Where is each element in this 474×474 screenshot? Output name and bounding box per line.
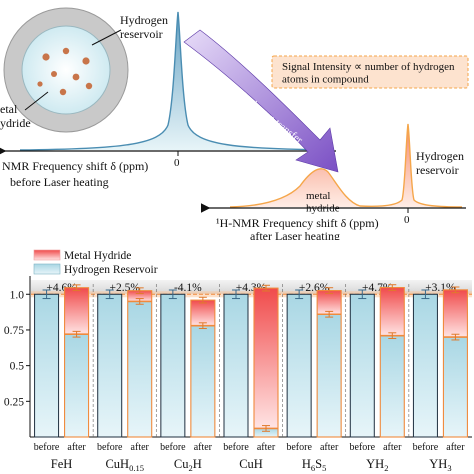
bar-label-before: before <box>34 442 60 453</box>
axis-after-label: ¹H-NMR Frequency shift δ (ppm) <box>216 216 379 230</box>
bar-label-after: after <box>320 442 339 453</box>
y-tick-label: 0.25 <box>4 396 24 408</box>
reference-band <box>31 291 472 298</box>
bar-after-reservoir <box>127 301 152 437</box>
bar-before <box>286 293 312 438</box>
axis-after-caption: after Laser heating <box>250 229 340 240</box>
bar-after-metal-hydride <box>443 289 468 338</box>
bar-after-metal-hydride <box>64 287 89 335</box>
axis-before-tick: 0 <box>174 157 180 169</box>
legend-swatch-metal-hydride <box>33 249 61 261</box>
bar-before <box>160 293 186 438</box>
bar-after-reservoir <box>64 334 89 437</box>
compound-label: FeH <box>51 457 73 471</box>
bar-after-reservoir <box>443 337 468 437</box>
y-tick-label: 0.75 <box>4 325 24 337</box>
axis-before-caption: before Laser heating <box>10 175 109 189</box>
bar-after-metal-hydride <box>254 288 278 429</box>
legend-label-hydrogen-reservoir: Hydrogen Reservoir <box>64 264 158 276</box>
metal-hydride-fragment-label: etal ydride <box>0 102 31 130</box>
bar-label-before: before <box>286 442 312 453</box>
legend-label-metal-hydride: Metal Hydride <box>64 250 131 262</box>
bar-label-after: after <box>383 442 402 453</box>
bar-after-metal-hydride <box>317 290 342 315</box>
bar-label-before: before <box>350 442 376 453</box>
particles <box>37 47 93 96</box>
axis-after-tick: 0 <box>404 214 410 226</box>
y-tick-label: 1.0 <box>10 289 25 301</box>
bar-label-before: before <box>223 442 249 453</box>
bar-after-metal-hydride <box>190 300 215 326</box>
bar-after-reservoir <box>254 428 278 437</box>
bar-label-after: after <box>67 442 86 453</box>
axis-before-label: NMR Frequency shift δ (ppm) <box>2 159 148 173</box>
bar-group: -4.1% before after Cu2H <box>155 282 216 473</box>
spectrum-after <box>200 123 466 213</box>
bar-label-after: after <box>131 442 150 453</box>
change-label: -4.1% <box>174 282 202 294</box>
bar-label-after: after <box>194 442 213 453</box>
bar-after-reservoir <box>190 325 215 437</box>
bar-before <box>223 293 249 438</box>
compound-label: YH2 <box>366 457 388 473</box>
hydrogen-bar-chart: Metal Hydride Hydrogen Reservoir 0.25 0.5 0.… <box>4 249 472 473</box>
compound-label: CuH <box>239 457 263 471</box>
reservoir-schematic <box>3 7 129 133</box>
bar-before <box>97 293 123 438</box>
bar-label-before: before <box>160 442 186 453</box>
bar-label-before: before <box>97 442 123 453</box>
bar-before <box>412 293 438 438</box>
compound-label: Cu2H <box>174 457 202 473</box>
bar-after-reservoir <box>380 335 405 437</box>
bar-after-metal-hydride <box>380 287 405 336</box>
compound-label: YH3 <box>429 457 451 473</box>
legend-swatch-hydrogen-reservoir <box>33 263 61 275</box>
bar-before <box>34 293 60 438</box>
bar-label-before: before <box>413 442 439 453</box>
bar-label-after: after <box>257 442 276 453</box>
bar-after-metal-hydride <box>127 290 152 302</box>
hydrogen-reservoir-right-label: Hydrogen reservoir <box>416 149 464 177</box>
nmr-schematic: Hydrogen reservoir etal ydride 0 NMR Frequ… <box>0 7 469 240</box>
bar-label-after: after <box>446 442 465 453</box>
signal-intensity-box: Signal Intensity ∝ number of hydrogen ato… <box>271 55 469 89</box>
metal-hydride-label: metal hydride <box>306 190 340 215</box>
legend: Metal Hydride Hydrogen Reservoir <box>33 249 158 276</box>
y-tick-label: 0.5 <box>10 361 25 373</box>
compound-label: H6S5 <box>302 457 326 473</box>
formula-text: Signal Intensity ∝ number of hydrogen ato… <box>282 61 455 86</box>
compound-label: CuH0.15 <box>105 457 144 473</box>
reservoir-label: Hydrogen reservoir <box>120 13 168 41</box>
bar-before <box>349 293 375 438</box>
bar-after-reservoir <box>317 314 342 437</box>
spectrum-before <box>0 11 336 156</box>
